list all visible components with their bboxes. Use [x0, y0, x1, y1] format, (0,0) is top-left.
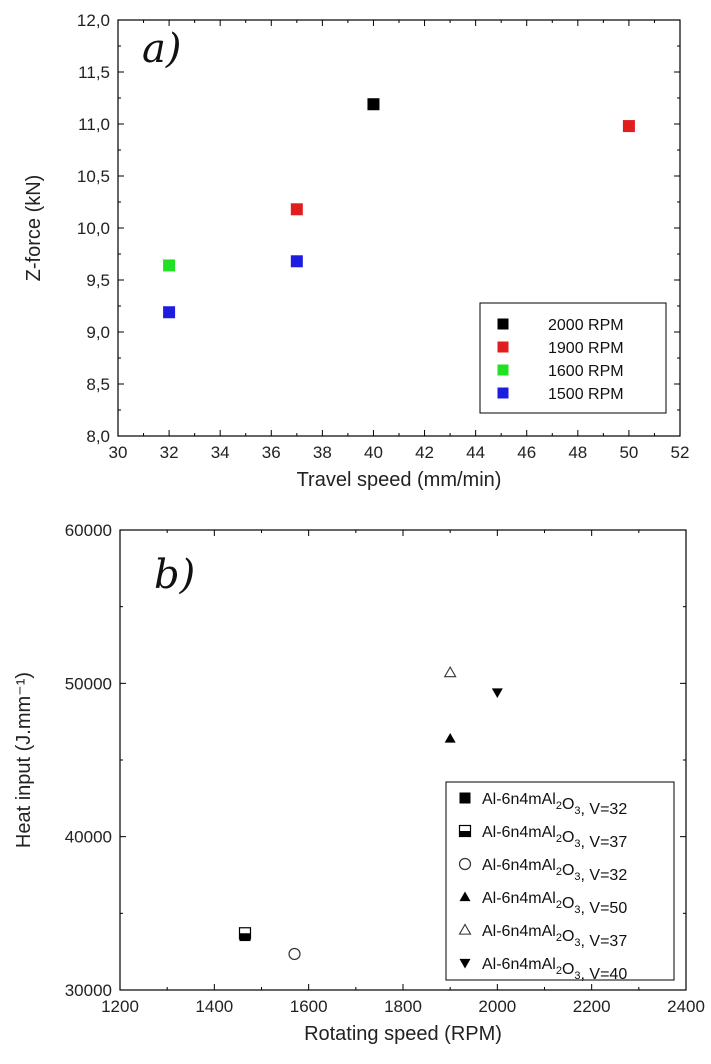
x-tick-label: 2200 — [573, 997, 611, 1016]
data-point — [290, 203, 303, 216]
y-tick-label: 40000 — [65, 828, 112, 847]
legend-label: 1900 RPM — [548, 340, 624, 357]
legend-marker — [458, 923, 472, 935]
y-tick-label: 12,0 — [77, 11, 110, 30]
data-point — [444, 733, 456, 743]
panel-label: b) — [154, 552, 195, 598]
panel-label: a) — [142, 26, 181, 72]
x-tick-label: 36 — [262, 443, 281, 462]
data-point — [290, 255, 303, 268]
y-tick-label: 8,5 — [86, 375, 110, 394]
y-tick-label: 50000 — [65, 674, 112, 693]
legend-label: Al-6n4mAl2O3, V=50 — [482, 890, 627, 917]
legend-label: 1600 RPM — [548, 363, 624, 380]
legend-label: Al-6n4mAl2O3, V=32 — [482, 857, 627, 884]
y-axis-label: Heat input (J.mm⁻¹) — [13, 672, 35, 848]
x-tick-label: 46 — [517, 443, 536, 462]
y-tick-label: 9,5 — [86, 271, 110, 290]
legend-label: Al-6n4mAl2O3, V=32 — [482, 791, 627, 818]
legend-label: Al-6n4mAl2O3, V=40 — [482, 956, 627, 983]
legend-label: 1500 RPM — [548, 386, 624, 403]
legend-label: Al-6n4mAl2O3, V=37 — [482, 824, 627, 851]
legend-label: Al-6n4mAl2O3, V=37 — [482, 923, 627, 950]
x-tick-label: 2400 — [667, 997, 705, 1016]
x-tick-label: 34 — [211, 443, 230, 462]
y-tick-label: 60000 — [65, 521, 112, 540]
data-point — [367, 98, 380, 111]
y-tick-label: 8,0 — [86, 427, 110, 446]
y-tick-label: 11,5 — [78, 63, 110, 82]
legend-marker — [497, 341, 509, 353]
x-tick-label: 1800 — [384, 997, 422, 1016]
y-tick-label: 10,0 — [77, 219, 110, 238]
x-tick-label: 38 — [313, 443, 332, 462]
data-point — [491, 688, 503, 699]
y-tick-label: 10,5 — [77, 167, 110, 186]
x-axis-label: Travel speed (mm/min) — [297, 469, 502, 491]
legend-box — [479, 302, 667, 414]
x-tick-label: 40 — [364, 443, 383, 462]
legend-marker — [458, 857, 472, 871]
legend-label: 2000 RPM — [548, 317, 624, 334]
x-tick-label: 1200 — [101, 997, 139, 1016]
x-tick-label: 1400 — [195, 997, 233, 1016]
legend-marker — [459, 891, 471, 902]
y-tick-label: 30000 — [65, 981, 112, 1000]
x-tick-label: 42 — [415, 443, 434, 462]
y-tick-label: 11,0 — [78, 115, 110, 134]
data-point-fill — [239, 933, 251, 939]
x-tick-label: 30 — [109, 443, 128, 462]
data-point — [163, 306, 176, 319]
data-point — [622, 120, 635, 133]
x-tick-label: 52 — [671, 443, 690, 462]
legend-marker-fill — [459, 831, 471, 837]
data-point — [163, 259, 176, 272]
x-tick-label: 48 — [568, 443, 587, 462]
x-tick-label: 32 — [160, 443, 179, 462]
legend-box — [445, 781, 675, 981]
x-tick-label: 44 — [466, 443, 485, 462]
x-tick-label: 2000 — [478, 997, 516, 1016]
data-point — [443, 665, 457, 678]
x-tick-label: 1600 — [290, 997, 328, 1016]
legend-marker — [497, 318, 509, 330]
legend-marker — [459, 792, 471, 804]
data-point — [288, 947, 301, 961]
legend-marker — [497, 387, 509, 399]
x-tick-label: 50 — [619, 443, 638, 462]
legend-marker — [459, 958, 471, 969]
y-axis-label: Z-force (kN) — [23, 175, 45, 282]
y-tick-label: 9,0 — [86, 323, 110, 342]
x-axis-label: Rotating speed (RPM) — [304, 1023, 502, 1045]
legend-marker — [497, 364, 509, 376]
